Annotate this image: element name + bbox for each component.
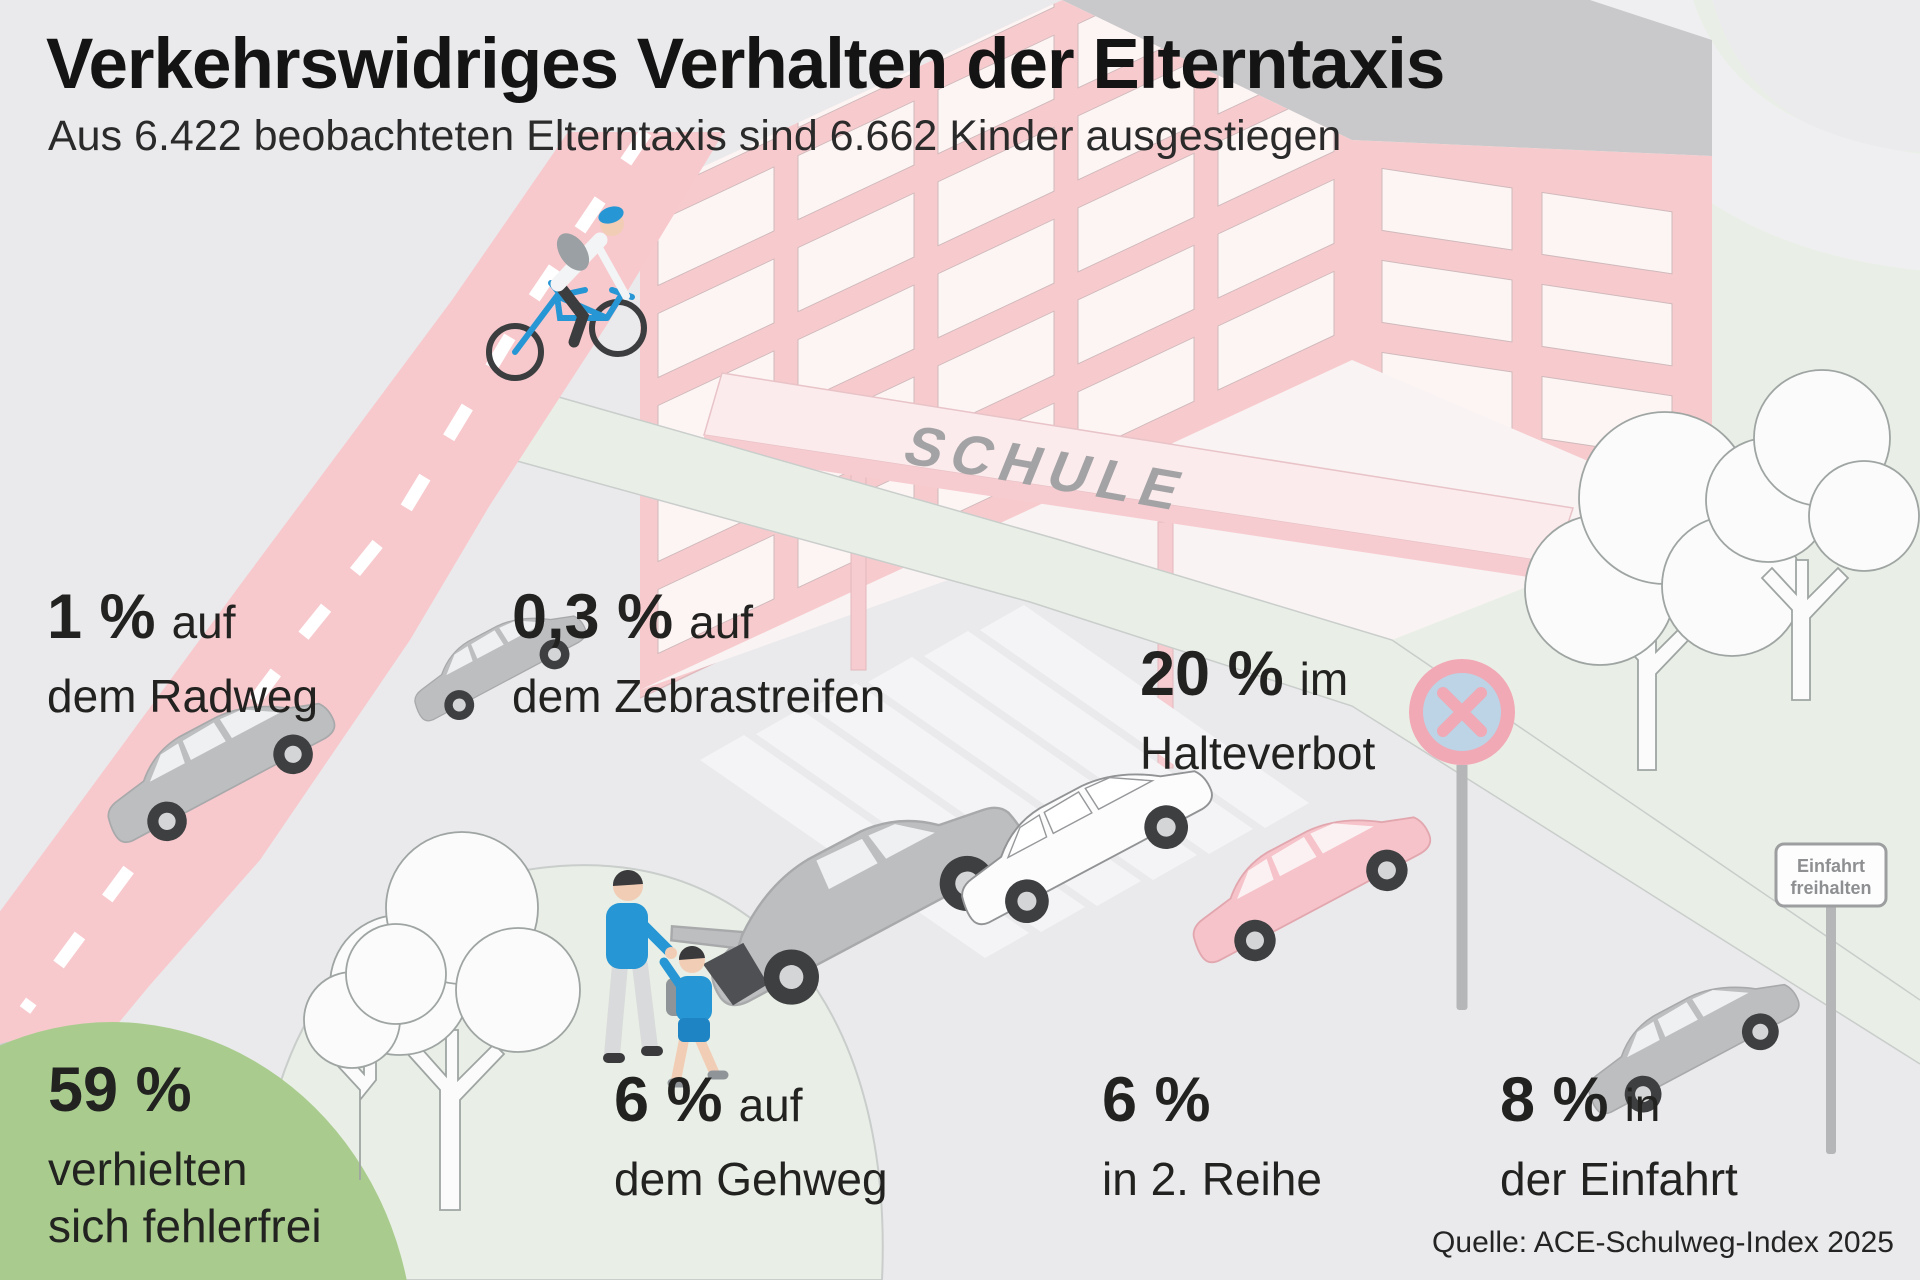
roof [1062,0,1712,156]
stat-zebrastreifen: 0,3 % auf dem Zebrastreifen [512,583,885,725]
corner-sidewalk [1700,0,1920,152]
stat-value: 20 % [1140,639,1284,709]
stat-value: 0,3 % [512,582,674,652]
cyclist [486,206,647,381]
stat-label: der Einfahrt [1500,1153,1738,1205]
stat-label: in 2. Reihe [1102,1153,1322,1205]
no-stopping-sign-icon [1409,659,1515,1010]
bike-path [0,128,724,1130]
source-credit: Quelle: ACE-Schulweg-Index 2025 [1432,1226,1894,1259]
stat-value: 59 % [48,1055,192,1125]
green-badge [0,1022,407,1280]
cyclist-helmet [598,206,624,224]
stat-label: sich fehlerfrei [48,1200,322,1252]
entrance-sign: Einfahrt freihalten [1774,842,1888,1154]
parent-figure [603,869,677,1063]
stat-radweg: 1 % auf dem Radweg [47,583,318,725]
stat-suffix: im [1299,653,1349,705]
stat-suffix: in [1624,1079,1661,1131]
stat-value: 6 % [614,1065,723,1135]
page-subtitle: Aus 6.422 beobachteten Elterntaxis sind … [48,112,1342,160]
trees [303,369,1920,1211]
parent-and-child [603,869,729,1088]
open-trunk-lid [670,925,745,950]
canopy-slab [703,372,1574,564]
school-forecourt [640,360,1712,690]
stat-suffix: auf [738,1079,803,1131]
stat-einfahrt: 8 % in der Einfahrt [1500,1066,1738,1208]
school-sidewalk-green [403,365,1920,1065]
stat-label: dem Zebrastreifen [512,670,886,722]
page-title: Verkehrswidriges Verhalten der Elterntax… [46,25,1445,104]
stat-label: verhielten [48,1143,248,1195]
sign-pole [1456,752,1468,1010]
car-on-crosswalk [414,615,587,722]
canopy-front-band [704,435,1555,581]
car-on-bike-path [107,702,336,844]
sign-pole [1826,902,1836,1154]
stat-label: dem Gehweg [614,1153,888,1205]
stat-fehlerfrei: 59 % verhielten sich fehlerfrei [48,1056,322,1255]
bike-path-dashes [19,128,652,1014]
stat-value: 8 % [1500,1065,1609,1135]
stat-suffix: auf [689,596,754,648]
stat-gehweg: 6 % auf dem Gehweg [614,1066,888,1208]
cyclist-backpack [556,233,590,271]
stat-zweite-reihe: 6 % in 2. Reihe [1102,1066,1322,1208]
stat-halteverbot: 20 % im Halteverbot [1140,640,1375,782]
car-second-row [961,770,1213,926]
trunk-opening [703,942,768,1006]
child-figure [659,945,729,1088]
car-no-stopping-zone [1192,816,1432,964]
entrance-sign-line2: freihalten [1790,878,1871,898]
entrance-sign-line1: Einfahrt [1797,856,1865,876]
stat-suffix: auf [171,596,236,648]
car-in-driveway [1587,983,1800,1115]
stat-label: Halteverbot [1140,727,1376,779]
stat-value: 6 % [1102,1065,1211,1135]
tree [1705,369,1920,701]
tree [303,923,447,1180]
building-side-facade [1352,140,1712,516]
stat-value: 1 % [47,582,156,652]
stat-label: dem Radweg [47,670,319,722]
